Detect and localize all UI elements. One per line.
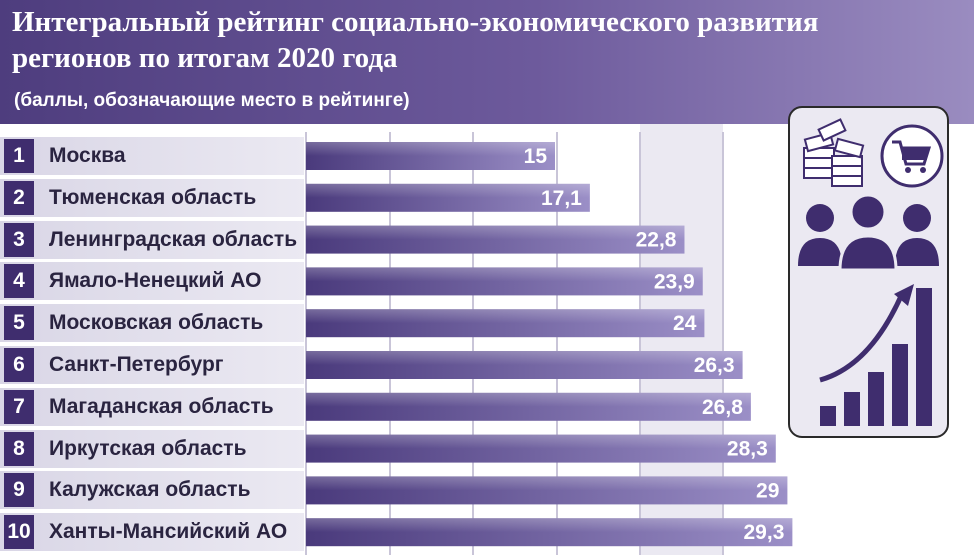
- value-label: 29,3: [744, 521, 785, 544]
- bar-highlight: [306, 225, 685, 240]
- header-banner: Интегральный рейтинг социально-экономиче…: [0, 0, 974, 124]
- value-label: 24: [673, 312, 697, 335]
- bar-highlight: [306, 392, 751, 407]
- chart-title: Интегральный рейтинг социально-экономиче…: [12, 6, 819, 74]
- value-label: 23,9: [654, 270, 695, 293]
- rank-badge: 10: [4, 515, 34, 550]
- value-label: 17,1: [541, 187, 582, 210]
- value-label: 26,8: [702, 396, 743, 419]
- category-row: [0, 471, 304, 510]
- growth-chart-icon: [819, 284, 932, 426]
- rank-badge: 7: [4, 389, 34, 424]
- bar-highlight: [306, 309, 705, 324]
- category-row: [0, 178, 304, 217]
- category-label: Калужская область: [49, 478, 251, 502]
- value-label: 28,3: [727, 438, 768, 461]
- value-label: 29: [756, 479, 779, 502]
- rank-badge: 8: [4, 431, 34, 466]
- value-label: 22,8: [636, 229, 677, 252]
- bar-highlight: [306, 434, 776, 449]
- category-row: [0, 304, 304, 343]
- rank-badge: 2: [4, 180, 34, 215]
- category-label: Московская область: [49, 311, 264, 335]
- category-row: [0, 346, 304, 384]
- category-label: Москва: [49, 144, 126, 167]
- bars: [306, 142, 793, 547]
- category-row: [0, 513, 304, 552]
- rank-badge: 6: [4, 348, 34, 382]
- category-row: [0, 262, 304, 301]
- value-labels: 15 17,1 22,8 23,9 24 26,3 26,8 28,3 29 29,3: [524, 145, 785, 544]
- bar-highlight: [306, 267, 703, 282]
- category-label: Иркутская область: [49, 436, 247, 460]
- shopping-cart-icon: [880, 124, 944, 188]
- rank-badge: 3: [4, 222, 34, 257]
- bar-highlight: [306, 518, 793, 533]
- infographic-panel: [788, 106, 949, 438]
- rank-badge: 9: [4, 473, 34, 508]
- bar-highlight: [306, 476, 788, 491]
- category-label: Магаданская область: [49, 394, 274, 418]
- people-icon: [798, 193, 939, 272]
- bar-highlight: [306, 183, 590, 198]
- category-label: Ленинградская область: [49, 227, 298, 251]
- bar-highlight: [306, 351, 743, 365]
- bar-highlight: [306, 142, 555, 156]
- category-label: Тюменская область: [49, 185, 257, 209]
- value-label: 15: [524, 145, 548, 168]
- value-label: 26,3: [694, 354, 735, 377]
- category-row: [0, 220, 304, 259]
- category-row: [0, 387, 304, 426]
- category-label: Санкт-Петербург: [49, 353, 224, 376]
- chart-subtitle: (баллы, обозначающие место в рейтинге): [14, 90, 410, 111]
- category-label: Ямало-Ненецкий АО: [49, 269, 262, 293]
- rank-badge: 1: [4, 139, 34, 173]
- rank-badge: 5: [4, 306, 34, 341]
- category-row: [0, 137, 304, 175]
- category-label: Ханты-Мансийский АО: [49, 520, 288, 544]
- money-stack-icon: [803, 118, 865, 187]
- category-row: [0, 429, 304, 468]
- rank-badge: 4: [4, 264, 34, 299]
